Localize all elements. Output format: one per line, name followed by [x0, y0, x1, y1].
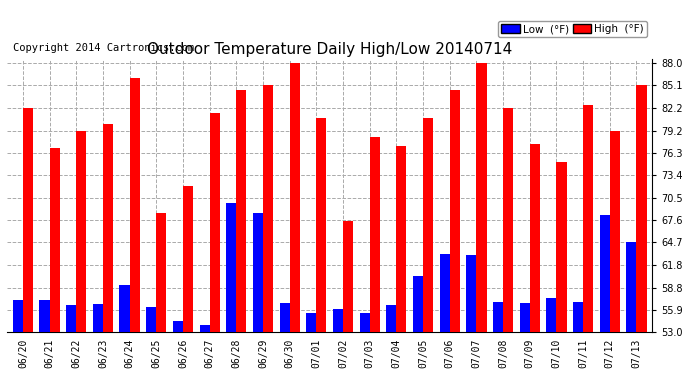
Bar: [440, 254, 450, 332]
Bar: [600, 214, 610, 332]
Bar: [520, 303, 530, 332]
Bar: [343, 221, 353, 332]
Bar: [130, 78, 140, 332]
Bar: [359, 313, 370, 332]
Bar: [77, 131, 86, 332]
Bar: [306, 313, 316, 332]
Bar: [333, 309, 343, 332]
Bar: [493, 302, 503, 332]
Bar: [627, 242, 636, 332]
Bar: [93, 304, 103, 332]
Bar: [583, 105, 593, 332]
Bar: [556, 162, 566, 332]
Bar: [476, 63, 486, 332]
Legend: Low  (°F), High  (°F): Low (°F), High (°F): [498, 21, 647, 37]
Bar: [370, 137, 380, 332]
Bar: [157, 213, 166, 332]
Bar: [39, 300, 50, 332]
Bar: [396, 146, 406, 332]
Bar: [423, 118, 433, 332]
Bar: [573, 302, 583, 332]
Bar: [279, 303, 290, 332]
Bar: [103, 124, 113, 332]
Title: Outdoor Temperature Daily High/Low 20140714: Outdoor Temperature Daily High/Low 20140…: [147, 42, 512, 57]
Bar: [263, 86, 273, 332]
Bar: [290, 63, 299, 332]
Bar: [183, 186, 193, 332]
Bar: [466, 255, 476, 332]
Bar: [146, 307, 157, 332]
Bar: [226, 203, 236, 332]
Bar: [610, 131, 620, 332]
Bar: [50, 148, 60, 332]
Bar: [119, 285, 130, 332]
Bar: [23, 108, 33, 332]
Text: Copyright 2014 Cartronics.com: Copyright 2014 Cartronics.com: [13, 43, 195, 53]
Bar: [236, 90, 246, 332]
Bar: [316, 118, 326, 332]
Bar: [13, 300, 23, 332]
Bar: [172, 321, 183, 332]
Bar: [530, 144, 540, 332]
Bar: [199, 325, 210, 332]
Bar: [546, 298, 556, 332]
Bar: [413, 276, 423, 332]
Bar: [386, 306, 396, 332]
Bar: [503, 108, 513, 332]
Bar: [210, 113, 220, 332]
Bar: [636, 86, 647, 332]
Bar: [66, 306, 77, 332]
Bar: [450, 90, 460, 332]
Bar: [253, 213, 263, 332]
